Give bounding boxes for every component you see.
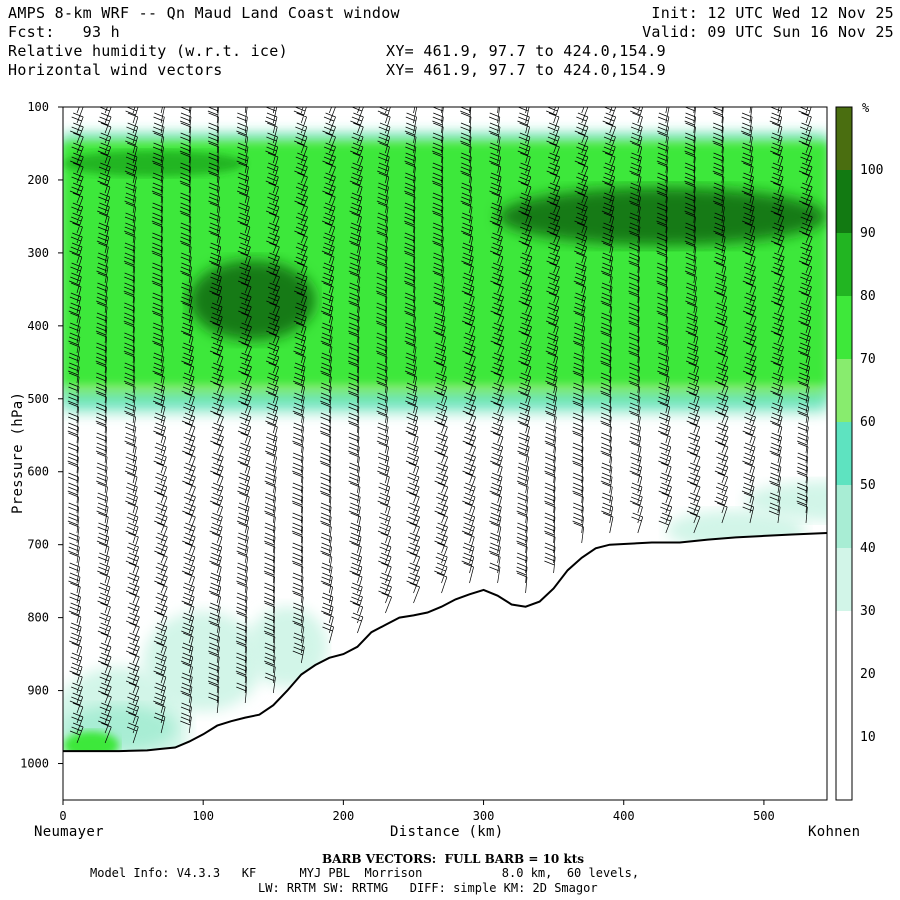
valid-time: Valid: 09 UTC Sun 16 Nov 25 [642,23,894,41]
field1-xy: XY= 461.9, 97.7 to 424.0,154.9 [386,42,666,60]
y-axis-label: Pressure (hPa) [10,391,26,514]
colorbar-label-30: 30 [860,604,876,619]
y-tick-label-1000: 1000 [20,757,49,771]
colorbar-label-20: 20 [860,667,876,682]
field1-label: Relative humidity (w.r.t. ice) [8,42,288,60]
y-tick-label-700: 700 [27,538,49,552]
colorbar-bin-1 [836,674,852,737]
model-info-2: LW: RRTM SW: RRTMG DIFF: simple KM: 2D S… [258,881,598,895]
colorbar-label-70: 70 [860,352,876,367]
colorbar-label-80: 80 [860,289,876,304]
x-tick-label-200: 200 [333,809,355,823]
rh-moist-2 [247,606,328,687]
init-time: Init: 12 UTC Wed 12 Nov 25 [651,4,894,22]
colorbar-label-100: 100 [860,163,883,178]
y-tick-label-200: 200 [27,173,49,187]
colorbar-label-60: 60 [860,415,876,430]
colorbar-bin-8 [836,233,852,296]
field2-label: Horizontal wind vectors [8,61,223,79]
colorbar-bin-9 [836,170,852,233]
rh-upper-left-core [189,260,316,341]
colorbar-bin-6 [836,359,852,422]
y-tick-label-900: 900 [27,684,49,698]
colorbar-unit: % [862,101,870,115]
y-tick-label-300: 300 [27,246,49,260]
rh-moist-3 [744,480,827,521]
y-tick-label-500: 500 [27,392,49,406]
colorbar-bin-0 [836,737,852,800]
wind-barbs [67,107,813,744]
chart-title: AMPS 8-km WRF -- Qn Maud Land Coast wind… [8,4,400,22]
rh-coast-core [63,731,120,752]
x-axis-label: Distance (km) [390,824,504,840]
x-tick-label-0: 0 [59,809,66,823]
x-end-label: Kohnen [808,824,861,840]
colorbar-bin-10 [836,107,852,170]
y-tick-label-400: 400 [27,319,49,333]
colorbar-label-90: 90 [860,226,876,241]
colorbar-bin-3 [836,548,852,611]
x-tick-label-500: 500 [753,809,775,823]
rh-moist-1 [143,611,264,712]
barb-note: BARB VECTORS: FULL BARB = 10 kts [322,852,585,866]
colorbar-bin-4 [836,485,852,548]
forecast-hour: Fcst: 93 h [8,23,120,41]
field2-xy: XY= 461.9, 97.7 to 424.0,154.9 [386,61,666,79]
colorbar-bin-5 [836,422,852,485]
wind-barb-set [67,107,813,744]
colorbar-label-50: 50 [860,478,876,493]
axes: 0 100 200 300 400 500 100 200 300 400 500 600 700 800… [20,100,775,823]
terrain-line [63,532,827,753]
y-tick-label-600: 600 [27,465,49,479]
x-tick-label-300: 300 [473,809,495,823]
model-info: Model Info: V4.3.3 KF MYJ PBL Morrison 8… [90,866,640,880]
colorbar: 10 20 30 40 50 60 70 80 90 100% [835,101,883,801]
x-start-label: Neumayer [34,824,104,840]
plot-frame [62,106,828,801]
rh-upper-right-core [497,187,827,246]
x-tick-label-100: 100 [192,809,214,823]
colorbar-frame [835,106,853,801]
colorbar-label-40: 40 [860,541,876,556]
colorbar-label-10: 10 [860,730,876,745]
colorbar-bin-2 [836,611,852,674]
x-tick-label-400: 400 [613,809,635,823]
y-tick-label-100: 100 [27,100,49,114]
colorbar-bin-7 [836,296,852,359]
y-tick-label-800: 800 [27,611,49,625]
rh-upper-saturated-band [63,143,827,385]
